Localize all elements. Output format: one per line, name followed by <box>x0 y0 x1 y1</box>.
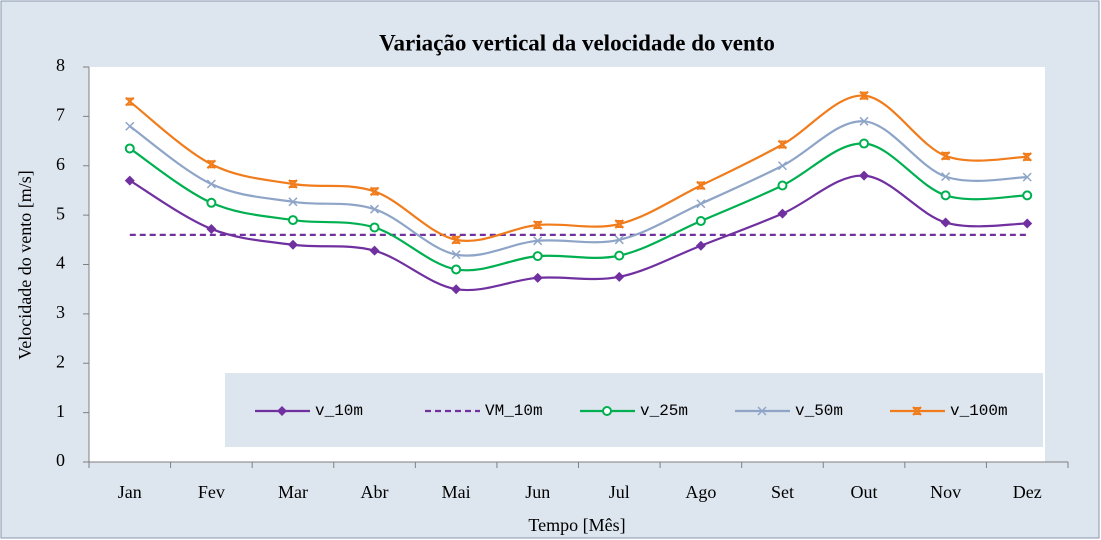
marker <box>451 235 461 245</box>
marker <box>614 271 625 282</box>
marker <box>614 219 624 229</box>
legend-label: v_100m <box>950 402 1008 420</box>
x-tick-label: Mar <box>278 482 308 502</box>
marker <box>451 250 461 260</box>
x-tick-label: Jun <box>525 482 550 502</box>
legend-label: v_50m <box>795 402 843 420</box>
marker <box>941 172 951 182</box>
marker <box>859 90 869 101</box>
x-tick-label: Nov <box>930 482 961 502</box>
marker <box>287 239 298 250</box>
x-tick-label: Mai <box>442 482 471 502</box>
y-tick-label: 3 <box>56 302 65 322</box>
y-tick-label: 4 <box>56 253 65 273</box>
chart-title: Variação vertical da velocidade do vento <box>379 30 775 55</box>
marker <box>369 186 380 197</box>
marker <box>451 264 462 275</box>
y-tick-label: 2 <box>56 351 65 371</box>
marker <box>206 159 217 169</box>
marker <box>451 284 462 295</box>
marker <box>696 180 706 191</box>
marker <box>614 250 625 261</box>
y-tick-label: 1 <box>56 401 65 421</box>
marker <box>206 197 217 208</box>
marker <box>695 240 706 251</box>
marker <box>940 151 951 161</box>
y-tick-label: 8 <box>56 55 65 75</box>
marker <box>206 223 217 234</box>
marker <box>369 245 380 256</box>
series-line <box>129 142 1028 272</box>
marker <box>696 199 706 209</box>
marker <box>859 170 870 181</box>
x-tick-label: Jul <box>609 482 630 502</box>
x-tick-label: Out <box>851 482 878 502</box>
marker <box>369 222 380 233</box>
y-tick-label: 6 <box>56 154 65 174</box>
marker <box>1022 152 1032 162</box>
marker <box>1022 172 1032 182</box>
marker <box>859 138 870 149</box>
marker <box>777 180 788 191</box>
series-line <box>129 94 1028 242</box>
series-line <box>129 174 1028 292</box>
marker <box>602 406 612 416</box>
x-tick-label: Ago <box>685 482 716 502</box>
marker <box>277 406 287 416</box>
x-axis-label: Tempo [Mês] <box>528 515 625 535</box>
x-tick-label: Dez <box>1013 482 1042 502</box>
marker <box>532 272 543 283</box>
marker <box>1022 218 1033 229</box>
legend-label: VM_10m <box>485 402 543 420</box>
marker <box>370 204 380 214</box>
marker <box>777 139 788 150</box>
marker <box>532 251 543 262</box>
marker <box>533 236 543 246</box>
marker <box>287 215 298 226</box>
y-axis-label: Velocidade do vento [m/s] <box>15 170 35 359</box>
x-tick-label: Fev <box>198 482 225 502</box>
marker <box>859 116 869 126</box>
marker <box>777 161 787 171</box>
marker <box>533 220 543 230</box>
marker <box>614 235 624 245</box>
legend-label: v_10m <box>315 402 363 420</box>
y-tick-label: 0 <box>56 450 65 470</box>
marker <box>695 216 706 227</box>
legend: v_10m VM_10m v_25m v_50m v_100m <box>225 373 1043 447</box>
y-tick-label: 7 <box>56 105 65 125</box>
marker <box>940 217 951 228</box>
marker <box>757 406 767 416</box>
marker <box>288 197 298 207</box>
x-tick-label: Set <box>771 482 794 502</box>
y-tick-label: 5 <box>56 203 65 223</box>
x-tick-label: Jan <box>118 482 142 502</box>
marker <box>124 175 135 186</box>
marker <box>777 208 788 219</box>
series-line <box>129 120 1028 257</box>
marker <box>912 406 922 416</box>
marker <box>206 179 216 189</box>
marker <box>125 96 135 107</box>
marker <box>940 190 951 201</box>
marker <box>125 121 135 131</box>
marker <box>288 179 298 189</box>
legend-label: v_25m <box>640 402 688 420</box>
marker <box>124 143 135 154</box>
marker <box>1022 190 1033 201</box>
x-tick-label: Abr <box>361 482 389 502</box>
